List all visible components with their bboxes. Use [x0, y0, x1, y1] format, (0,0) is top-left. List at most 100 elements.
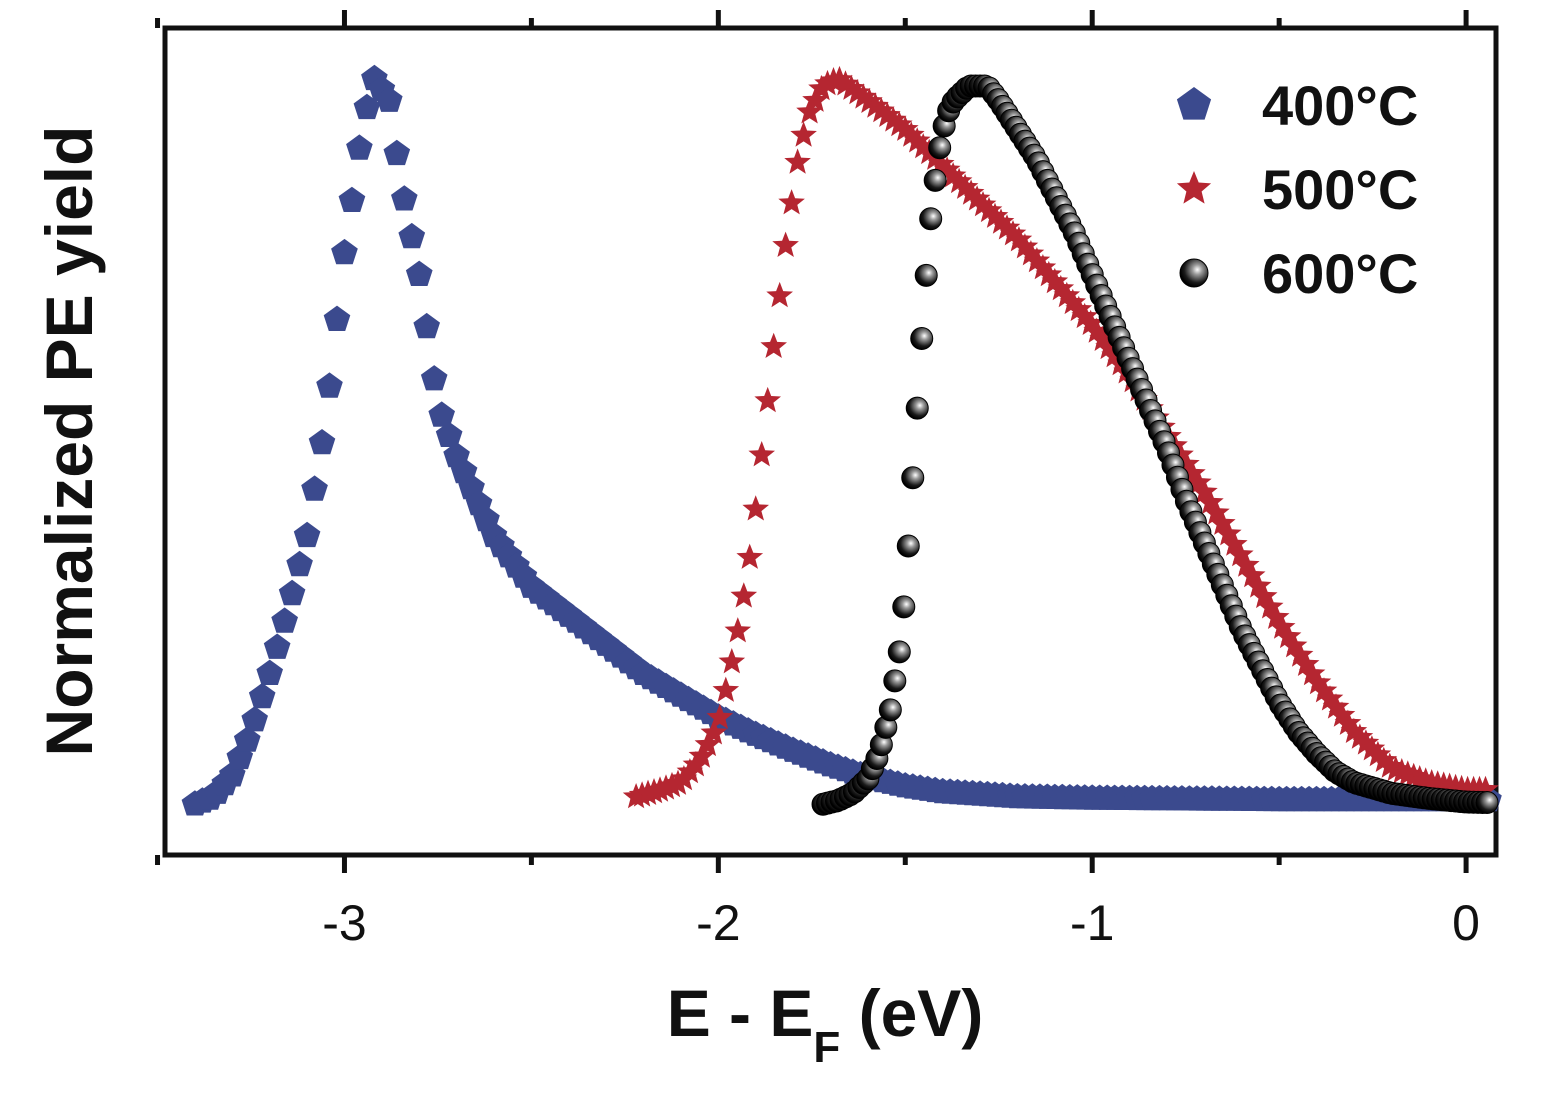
data-point [945, 167, 973, 194]
data-point [248, 682, 276, 709]
data-point [862, 92, 889, 118]
data-point [1173, 450, 1200, 476]
data-point [1346, 723, 1374, 749]
data-point [1053, 281, 1081, 308]
data-point [909, 133, 937, 159]
data-point [887, 640, 911, 664]
data-point [880, 106, 907, 132]
data-point [905, 396, 929, 420]
data-point [331, 238, 358, 265]
data-point [420, 365, 448, 391]
legend-item: 600°C [1179, 242, 1418, 305]
data-point [975, 196, 1003, 223]
data-point [1065, 295, 1093, 322]
plot-frame [162, 25, 1499, 858]
data-point [1191, 478, 1218, 504]
series-sphere [811, 74, 1499, 816]
data-point [1298, 659, 1326, 686]
data-point [748, 441, 775, 467]
data-point [1227, 541, 1254, 567]
x-tick-label: -3 [322, 895, 366, 951]
data-point [1059, 288, 1087, 315]
data-point [1364, 740, 1392, 767]
legend: 400°C 500°C 600°C [1176, 74, 1418, 305]
data-point [951, 173, 979, 199]
data-point [323, 305, 351, 331]
data-point [1215, 520, 1242, 546]
data-point [754, 386, 781, 413]
data-point [987, 208, 1015, 234]
data-point [1083, 317, 1110, 343]
data-point [1370, 746, 1398, 772]
data-point [969, 191, 997, 217]
x-tick-label: -2 [696, 895, 740, 951]
data-point [1250, 582, 1278, 609]
data-point [1286, 641, 1314, 667]
data-point [1029, 254, 1057, 280]
data-point [301, 475, 328, 501]
data-point [1244, 572, 1272, 598]
data-point [933, 156, 961, 182]
data-point [897, 121, 925, 147]
data-point [383, 139, 411, 166]
data-point [1340, 717, 1368, 743]
data-point [802, 86, 829, 112]
legend-label: 400°C [1262, 74, 1418, 137]
data-point [391, 185, 418, 211]
x-axis-title: E - EF (eV) [667, 976, 984, 1072]
data-point [1011, 233, 1039, 259]
data-point [1238, 561, 1266, 588]
series-layer [181, 64, 1502, 816]
data-point [256, 659, 283, 685]
data-point [742, 495, 769, 521]
x-axis-title-suffix: (eV) [840, 976, 983, 1050]
data-point [1280, 632, 1308, 658]
data-point [963, 185, 991, 211]
data-point [1232, 551, 1260, 577]
data-point [278, 579, 306, 606]
data-point [1095, 333, 1122, 360]
data-point [308, 429, 336, 455]
data-point [886, 110, 913, 137]
data-point [1179, 459, 1206, 485]
data-point [271, 607, 298, 633]
data-point [1203, 499, 1230, 525]
data-point [832, 70, 859, 96]
data-point [428, 401, 455, 427]
data-point [1316, 685, 1344, 711]
data-point [694, 730, 722, 757]
x-tick-label: -1 [1070, 895, 1114, 951]
x-tick-labels: -3 -2 -1 0 [322, 895, 1480, 951]
data-point [1262, 603, 1290, 629]
data-point [923, 168, 947, 192]
data-point [957, 179, 985, 205]
data-point [1041, 267, 1069, 294]
data-point [1322, 693, 1350, 719]
data-point [712, 676, 740, 702]
data-point [826, 65, 853, 92]
data-point [892, 595, 916, 619]
data-point [1328, 701, 1356, 727]
data-point [1047, 274, 1075, 301]
data-point [724, 617, 752, 643]
x-axis-title-main: E - E [667, 976, 814, 1050]
data-point [868, 97, 895, 123]
data-point [1475, 791, 1499, 815]
data-point [736, 543, 764, 569]
data-point [700, 719, 728, 745]
data-point [718, 648, 746, 674]
data-point [338, 186, 366, 212]
x-axis-title-subscript: F [813, 1023, 840, 1072]
data-point [1358, 735, 1386, 761]
data-point [316, 372, 343, 398]
legend-label: 600°C [1262, 242, 1418, 305]
data-point [999, 220, 1027, 246]
data-point [1304, 668, 1332, 695]
data-point [772, 231, 799, 257]
data-point [1197, 488, 1224, 515]
data-point [688, 742, 716, 768]
data-point [903, 127, 931, 153]
data-point [286, 550, 313, 577]
data-point [896, 534, 920, 558]
